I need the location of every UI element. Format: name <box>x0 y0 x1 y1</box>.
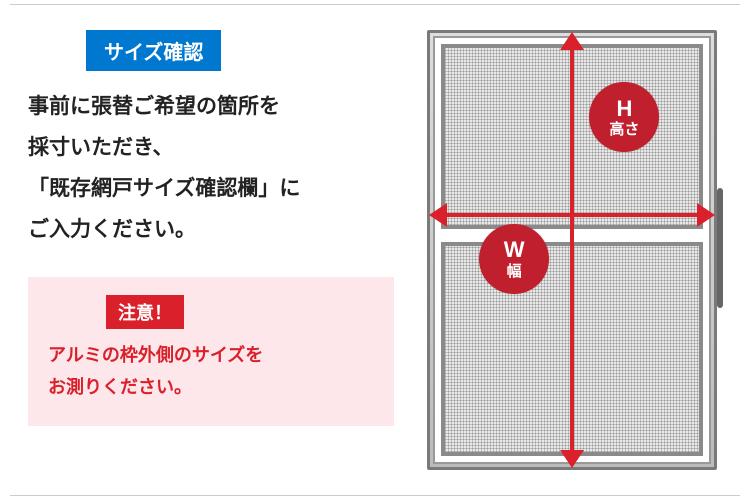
width-label-sub: 幅 <box>507 263 522 280</box>
height-label-sub: 高さ <box>609 121 639 138</box>
height-label-main: H <box>616 96 632 121</box>
size-check-badge: サイズ確認 <box>86 30 221 71</box>
door-handle <box>717 188 723 308</box>
warning-badge: 注意！ <box>106 295 184 329</box>
width-label-main: W <box>504 237 525 262</box>
instructions-line: ご入力ください。 <box>28 210 394 251</box>
warning-line: アルミの枠外側のサイズを <box>48 339 374 371</box>
warning-line: お測りください。 <box>48 371 374 403</box>
instructions-text: 事前に張替ご希望の箇所を 採寸いただき、 「既存網戸サイズ確認欄」に ご入力くだ… <box>28 87 394 251</box>
screen-door-diagram: H 高さ W 幅 <box>422 30 722 470</box>
width-label-circle: W 幅 <box>479 224 549 294</box>
instructions-line: 事前に張替ご希望の箇所を <box>28 87 394 128</box>
height-label-circle: H 高さ <box>589 82 659 152</box>
warning-box: 注意！ アルミの枠外側のサイズを お測りください。 <box>28 277 394 426</box>
instructions-line: 採寸いただき、 <box>28 128 394 169</box>
instructions-line: 「既存網戸サイズ確認欄」に <box>28 169 394 210</box>
warning-text: アルミの枠外側のサイズを お測りください。 <box>48 339 374 404</box>
